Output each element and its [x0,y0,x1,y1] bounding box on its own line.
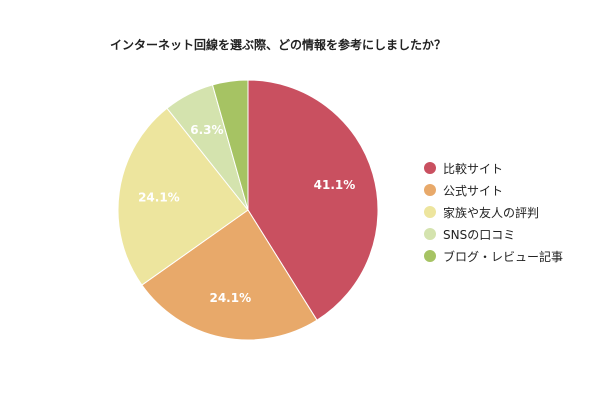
legend-swatch-icon [424,162,436,174]
legend-label: 家族や友人の評判 [443,205,540,220]
legend-item-1: 公式サイト [424,180,563,200]
legend-label: ブログ・レビュー記事 [443,249,564,264]
data-label-1: 24.1% [209,291,251,305]
legend-item-2: 家族や友人の評判 [424,202,563,222]
legend-item-4: ブログ・レビュー記事 [424,246,563,266]
legend: 比較サイト公式サイト家族や友人の評判 SNSの口コミブログ・レビュー記事 [424,158,563,268]
data-label-2: 24.1% [138,190,180,204]
legend-item-3: SNSの口コミ [424,224,563,244]
legend-swatch-icon [424,250,436,262]
legend-swatch-icon [424,206,436,218]
legend-swatch-icon [424,184,436,196]
pie-slice-4 [211,79,249,211]
chart-title: インターネット回線を選ぶ際、どの情報を参考にしましたか？ [110,38,447,52]
legend-label: SNSの口コミ [443,227,516,242]
legend-swatch-icon [424,228,436,240]
pie-slice-1 [141,209,318,341]
data-label-3: 6.3% [190,123,223,137]
legend-item-0: 比較サイト [424,158,563,178]
legend-label: 比較サイト [443,161,504,176]
data-label-0: 41.1% [314,178,356,192]
pie-slice-0 [247,79,379,321]
pie-slice-2 [117,107,249,286]
legend-label: 公式サイト [443,183,504,198]
